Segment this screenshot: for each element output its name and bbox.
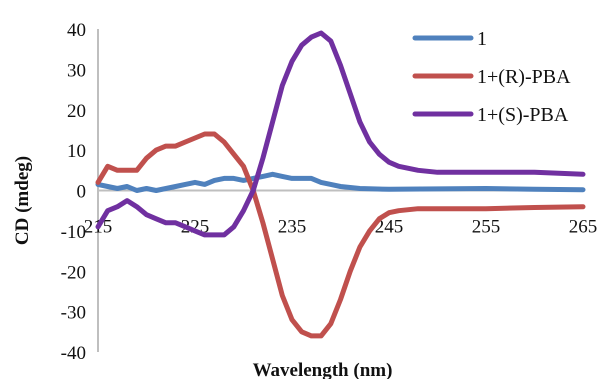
legend-label-3: 1+(S)-PBA xyxy=(477,104,569,126)
y-tick-label: 20 xyxy=(67,101,86,122)
y-tick-label: -30 xyxy=(61,303,86,324)
y-tick-label: -40 xyxy=(61,343,86,364)
series-line-3 xyxy=(95,30,586,238)
y-tick-label: 40 xyxy=(67,20,86,41)
x-tick-label: 255 xyxy=(472,217,501,238)
y-tick-label: 10 xyxy=(67,141,86,162)
legend-label-2: 1+(R)-PBA xyxy=(477,66,571,88)
x-tick-label: 245 xyxy=(375,217,404,238)
x-axis-title: Wavelength (nm) xyxy=(253,360,393,379)
y-tick-label: -20 xyxy=(61,262,86,283)
x-tick-label: 235 xyxy=(278,217,307,238)
series-line-1 xyxy=(95,171,586,193)
series-lines xyxy=(95,30,586,339)
y-axis: 40 30 20 10 0 -10 -20 -30 -40 xyxy=(61,20,99,364)
y-tick-label: -10 xyxy=(61,222,86,243)
series-line-2 xyxy=(95,131,586,339)
y-axis-title: CD (mdeg) xyxy=(12,156,33,245)
x-axis: 215 225 235 245 255 265 xyxy=(84,189,598,238)
y-tick-label: 0 xyxy=(77,182,87,203)
legend-label-1: 1 xyxy=(477,28,487,50)
legend: 1 1+(R)-PBA 1+(S)-PBA xyxy=(412,28,571,126)
x-tick-label: 265 xyxy=(569,217,598,238)
y-tick-label: 30 xyxy=(67,60,86,81)
